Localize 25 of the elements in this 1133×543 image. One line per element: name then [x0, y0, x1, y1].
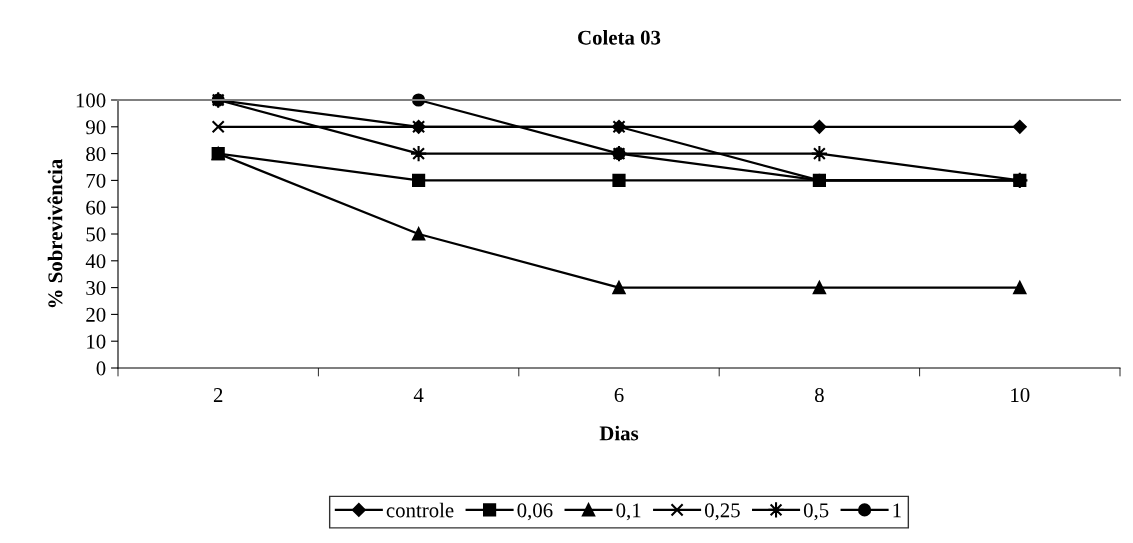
- y-tick-label: 90: [86, 120, 106, 135]
- legend-label: 0,5: [803, 503, 829, 521]
- legend-label: controle: [386, 502, 454, 518]
- y-tick-label: 30: [86, 280, 106, 296]
- y-tick-label: 70: [86, 173, 106, 188]
- y-tick-label: 20: [86, 307, 106, 322]
- x-tick-label: 10: [1011, 388, 1030, 403]
- legend-label: 0,06: [517, 503, 553, 521]
- chart-title: Coleta 03: [578, 29, 661, 45]
- x-tick-label: 6: [614, 388, 624, 403]
- legend-label: 1: [893, 503, 901, 518]
- x-axis-title: Dias: [599, 425, 639, 441]
- y-tick-label: 10: [87, 334, 106, 349]
- y-tick-label: 80: [86, 146, 106, 162]
- x-tick-label: 4: [413, 388, 424, 402]
- y-tick-label: 0: [96, 361, 106, 376]
- y-tick-label: 100: [76, 93, 106, 108]
- y-tick-label: 40: [85, 254, 106, 269]
- y-tick-label: 60: [86, 200, 106, 215]
- x-tick-label: 8: [814, 388, 824, 403]
- y-tick-label: 50: [86, 227, 106, 242]
- y-axis-title: % Sobrevivência: [47, 158, 63, 308]
- legend-label: 0,25: [704, 503, 740, 521]
- x-tick-label: 2: [213, 388, 223, 402]
- legend-label: 0,1: [616, 503, 641, 521]
